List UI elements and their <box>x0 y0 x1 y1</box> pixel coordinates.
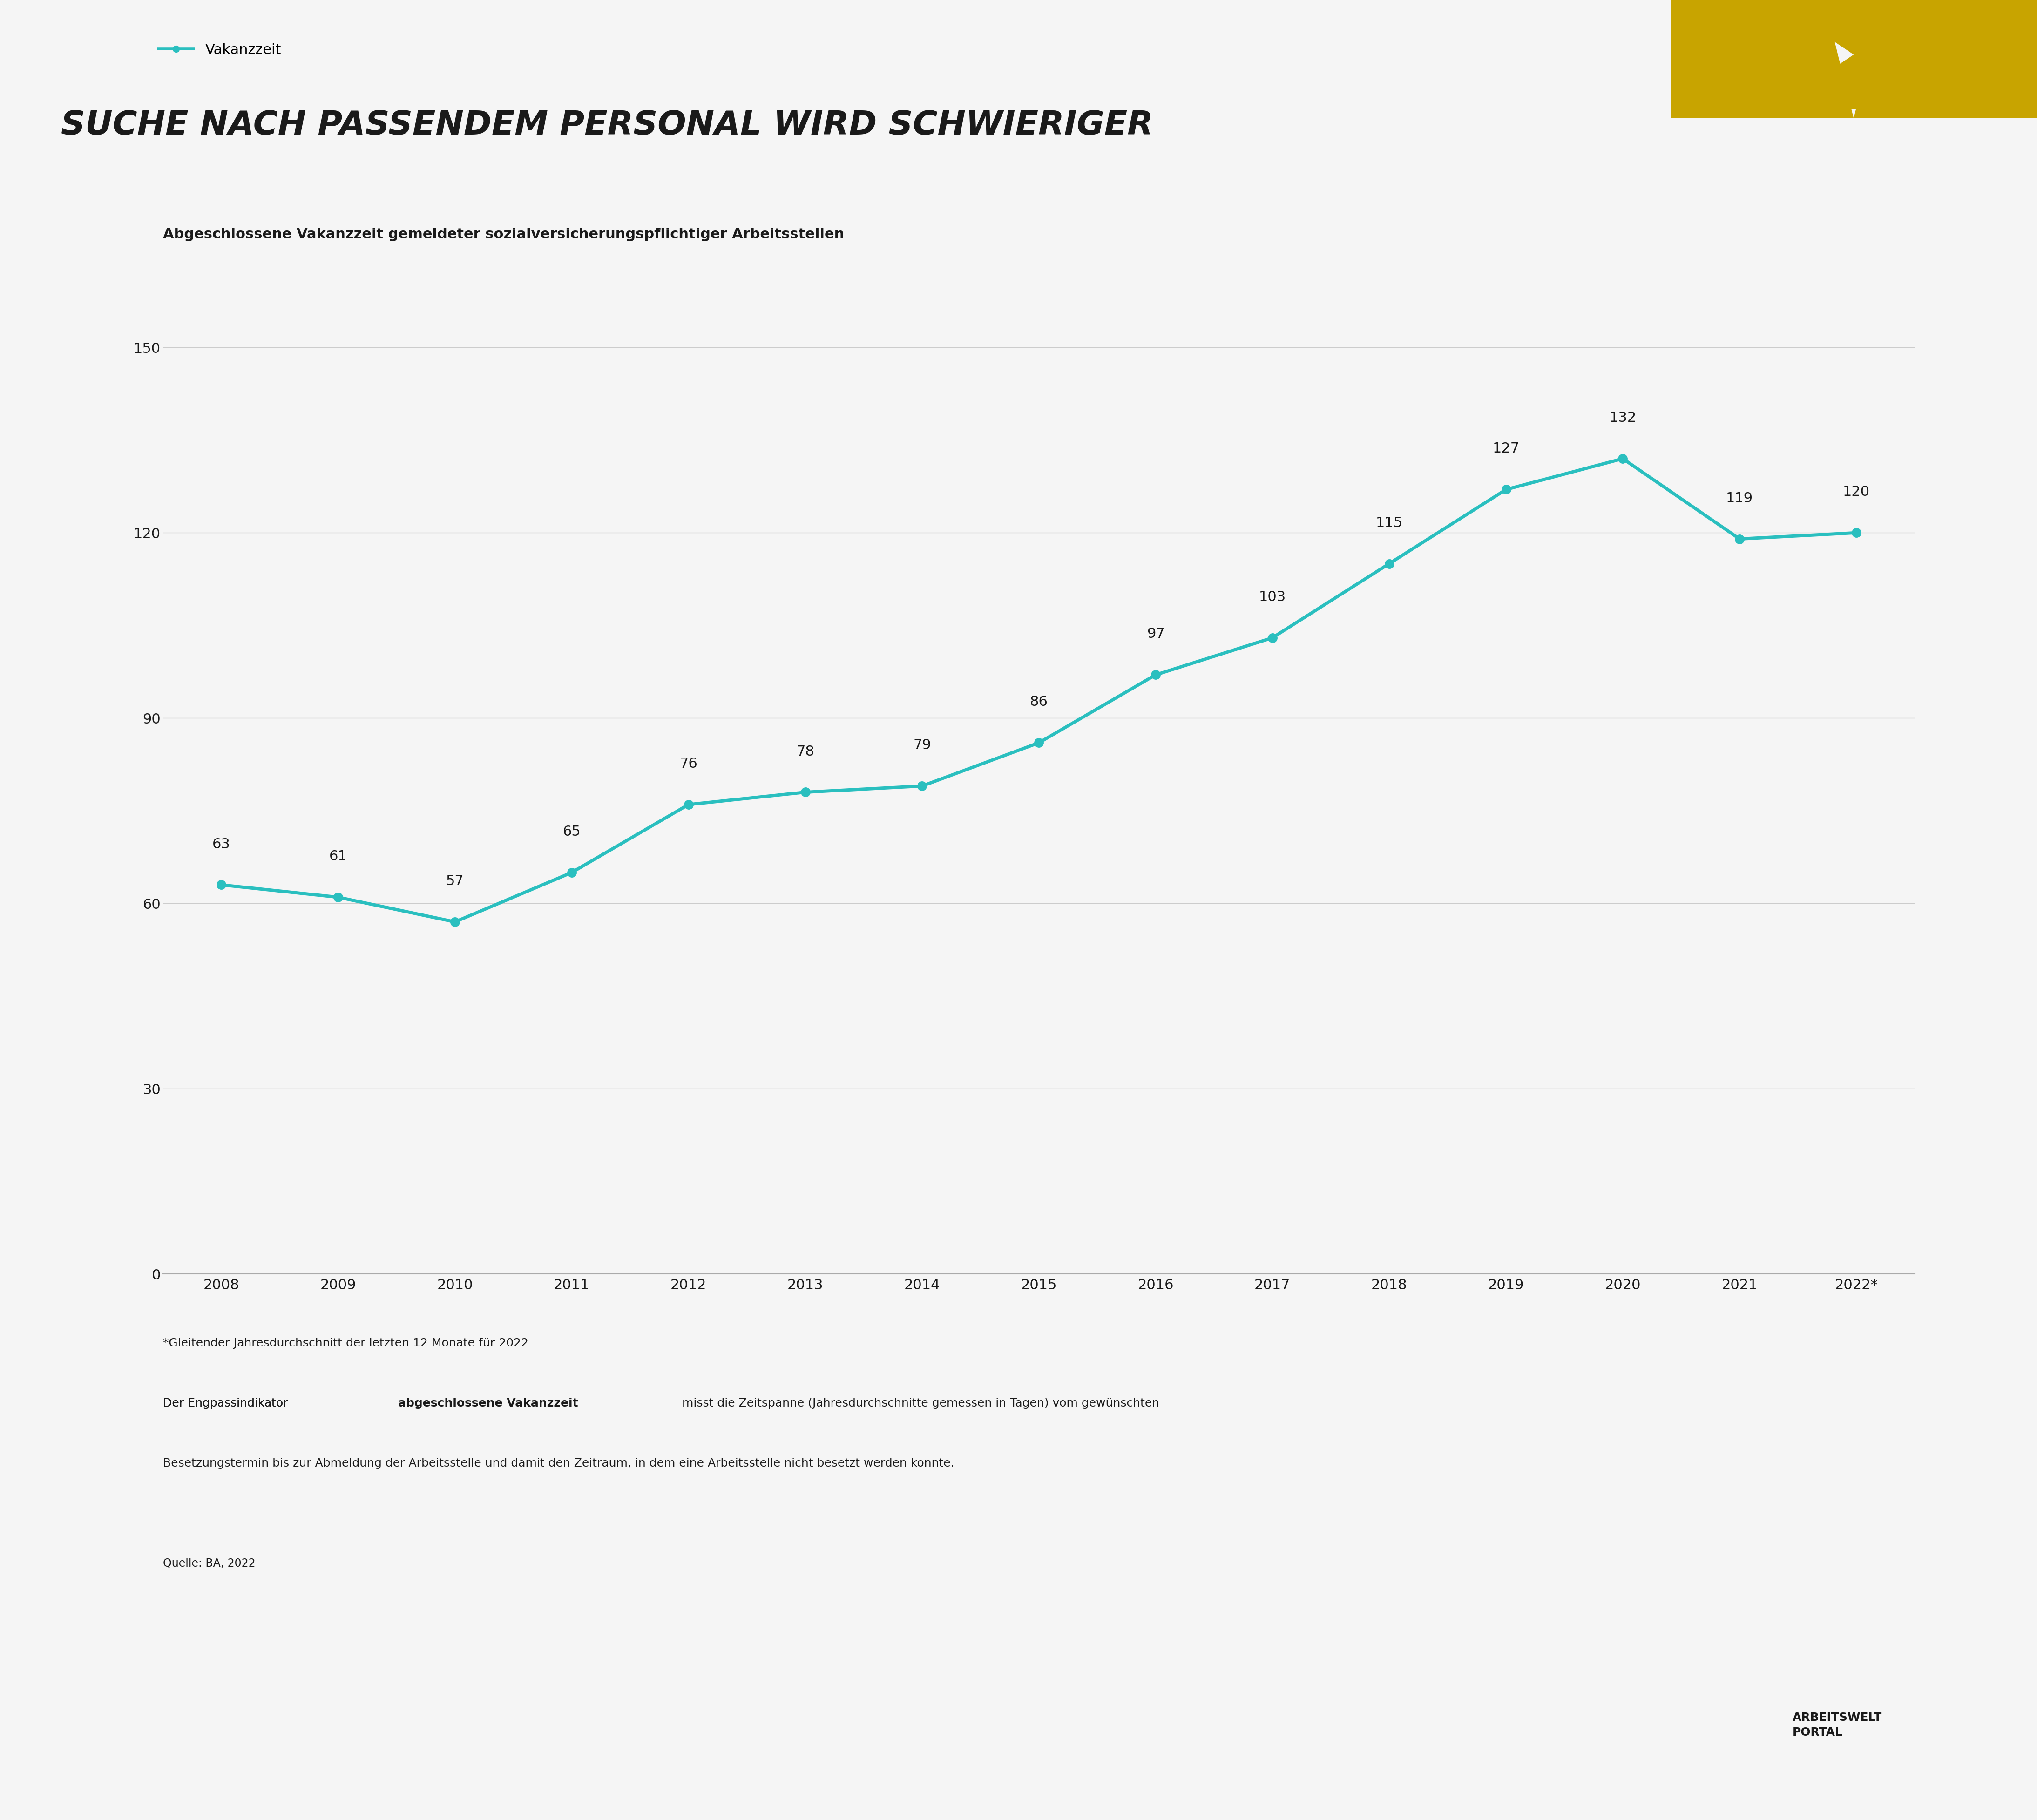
Text: 86: 86 <box>1031 695 1047 708</box>
Legend: Vakanzzeit: Vakanzzeit <box>153 38 287 62</box>
Text: misst die Zeitspanne (Jahresdurchschnitte gemessen in Tagen) vom gewünschten: misst die Zeitspanne (Jahresdurchschnitt… <box>678 1398 1159 1409</box>
Text: 65: 65 <box>562 824 581 839</box>
Text: Abgeschlossene Vakanzzeit gemeldeter sozialversicherungspflichtiger Arbeitsstell: Abgeschlossene Vakanzzeit gemeldeter soz… <box>163 228 843 240</box>
Text: 127: 127 <box>1493 442 1520 455</box>
Text: 79: 79 <box>913 739 931 752</box>
Text: 115: 115 <box>1375 517 1403 530</box>
Text: abgeschlossene Vakanzzeit: abgeschlossene Vakanzzeit <box>399 1398 579 1409</box>
Text: Besetzungstermin bis zur Abmeldung der Arbeitsstelle und damit den Zeitraum, in : Besetzungstermin bis zur Abmeldung der A… <box>163 1458 953 1469</box>
Polygon shape <box>1772 0 1935 109</box>
Text: Der Engpassindikator: Der Engpassindikator <box>163 1398 291 1409</box>
Text: 63: 63 <box>212 837 230 852</box>
Text: 57: 57 <box>446 874 464 888</box>
Text: 76: 76 <box>680 757 697 770</box>
Text: 120: 120 <box>1843 486 1870 499</box>
Text: 103: 103 <box>1259 590 1285 604</box>
Polygon shape <box>1670 0 2037 118</box>
Text: 97: 97 <box>1147 628 1165 641</box>
Text: 61: 61 <box>330 850 346 863</box>
Text: 119: 119 <box>1725 491 1754 504</box>
Text: 78: 78 <box>796 744 815 759</box>
Text: ARBEITSWELT
PORTAL: ARBEITSWELT PORTAL <box>1793 1713 1882 1738</box>
Text: Der Engpassindikator: Der Engpassindikator <box>163 1398 291 1409</box>
Text: Quelle: BA, 2022: Quelle: BA, 2022 <box>163 1558 255 1569</box>
Text: SUCHE NACH PASSENDEM PERSONAL WIRD SCHWIERIGER: SUCHE NACH PASSENDEM PERSONAL WIRD SCHWI… <box>61 109 1153 142</box>
Text: *Gleitender Jahresdurchschnitt der letzten 12 Monate für 2022: *Gleitender Jahresdurchschnitt der letzt… <box>163 1338 528 1349</box>
Text: 132: 132 <box>1609 411 1636 424</box>
